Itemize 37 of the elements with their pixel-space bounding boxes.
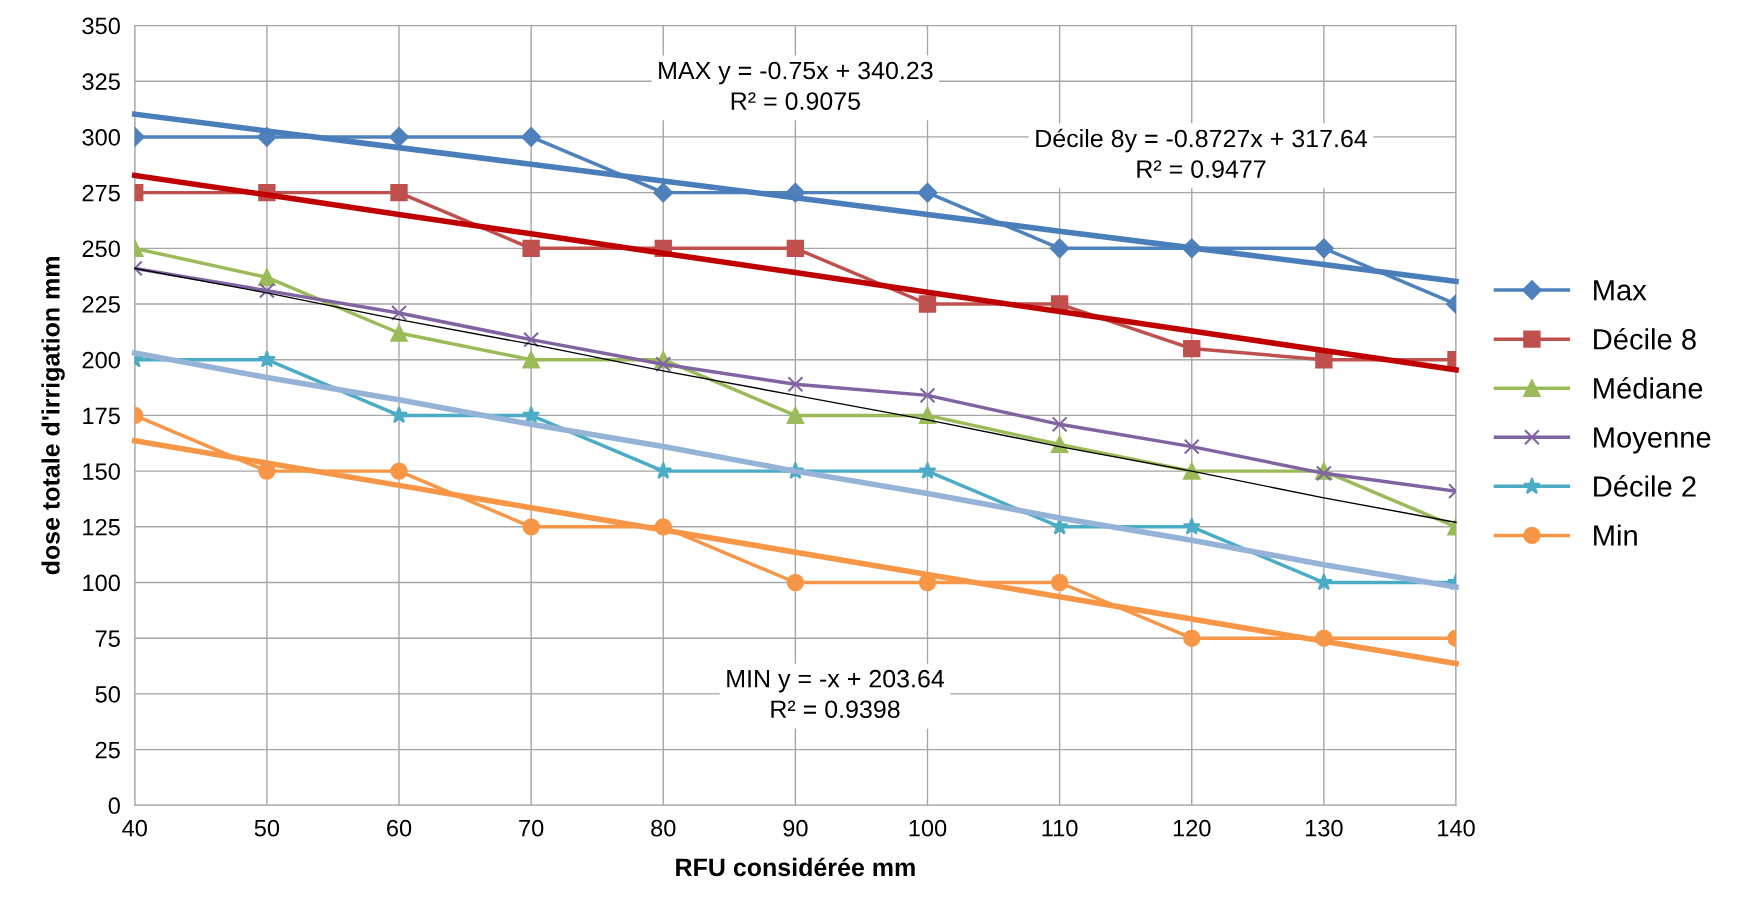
y-tick-label: 250 bbox=[82, 240, 120, 258]
x-tick-label: 90 bbox=[783, 819, 808, 837]
y-tick-label: 150 bbox=[83, 463, 120, 480]
y-tick-label: 325 bbox=[82, 73, 120, 91]
x-tick-label: 70 bbox=[519, 819, 544, 837]
x-tick-label: 140 bbox=[1438, 819, 1475, 837]
x-tick-label: 130 bbox=[1305, 819, 1343, 837]
y-tick-label: 225 bbox=[82, 296, 120, 313]
annotation: Décile 8y = -0.8727x + 317.64 R² = 0.9477 bbox=[1036, 128, 1368, 178]
annotation: MIN y = -x + 203.64 R² = 0.9398 bbox=[727, 669, 945, 719]
x-tick-label: 60 bbox=[387, 819, 412, 837]
legend-label: Médiane bbox=[1594, 376, 1703, 399]
y-tick-label: 350 bbox=[82, 17, 120, 35]
x-tick-label: 80 bbox=[651, 819, 676, 837]
y-tick-label: 125 bbox=[83, 518, 120, 536]
x-tick-label: 40 bbox=[122, 819, 147, 837]
x-tick-label: 100 bbox=[909, 819, 947, 837]
legend-label: Décile 2 bbox=[1594, 475, 1696, 497]
y-tick-label: 25 bbox=[95, 741, 120, 759]
legend-label: Min bbox=[1594, 524, 1637, 546]
x-tick-label: 120 bbox=[1173, 819, 1211, 837]
legend-label: Moyenne bbox=[1594, 427, 1711, 454]
legend-label: Décile 8 bbox=[1594, 327, 1696, 350]
x-axis-title: RFU considérée mm bbox=[676, 857, 915, 877]
y-tick-label: 100 bbox=[83, 574, 120, 592]
y-axis-title: dose totale d'irrigation mm bbox=[41, 257, 65, 575]
y-tick-label: 275 bbox=[82, 184, 120, 202]
y-tick-label: 200 bbox=[82, 351, 120, 369]
y-tick-label: 300 bbox=[82, 129, 120, 146]
legend-label: Max bbox=[1594, 280, 1647, 301]
y-tick-label: 175 bbox=[83, 407, 120, 425]
x-tick-label: 110 bbox=[1042, 819, 1078, 837]
y-tick-label: 50 bbox=[95, 685, 120, 703]
y-tick-label: 0 bbox=[108, 797, 120, 815]
annotation: MAX y = -0.75x + 340.23 R² = 0.9075 bbox=[659, 61, 933, 110]
x-tick-label: 50 bbox=[254, 819, 280, 837]
y-tick-label: 75 bbox=[95, 630, 120, 647]
